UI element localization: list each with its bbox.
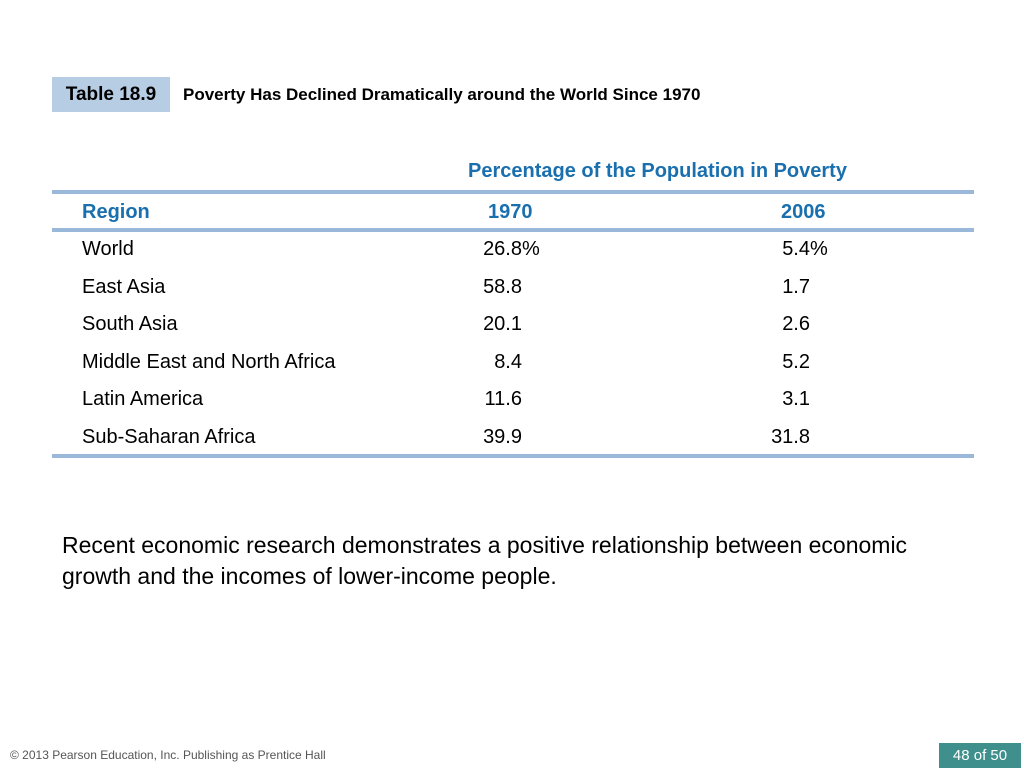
table-row: World 26.8% 5.4%: [0, 232, 1024, 270]
column-group-header: Percentage of the Population in Poverty: [468, 160, 847, 182]
table-bottom-rule: [52, 454, 974, 458]
value-2006-cell: 31.8: [771, 425, 810, 448]
table-body: World 26.8% 5.4% East Asia 58.8 1.7 Sout…: [0, 232, 1024, 457]
region-cell: Sub-Saharan Africa: [82, 425, 256, 448]
value-2006-cell: 5.4%: [782, 238, 828, 260]
column-header-region: Region: [82, 201, 150, 223]
value-1970-cell: 39.9: [483, 425, 522, 448]
table-row: Sub-Saharan Africa 39.9 31.8: [0, 420, 1024, 458]
value-1970-cell: 20.1: [483, 313, 522, 335]
value-2006-cell: 3.1: [782, 388, 810, 410]
region-cell: World: [82, 238, 134, 260]
value-2006-cell: 5.2: [782, 350, 810, 373]
table-row: East Asia 58.8 1.7: [0, 270, 1024, 308]
table-top-rule: [52, 190, 974, 194]
region-cell: South Asia: [82, 313, 178, 335]
copyright-footer: © 2013 Pearson Education, Inc. Publishin…: [10, 748, 326, 762]
value-1970-cell: 11.6: [484, 388, 522, 410]
value-1970-cell: 8.4: [494, 350, 522, 373]
column-header-1970: 1970: [488, 201, 533, 223]
table-row: Latin America 11.6 3.1: [0, 382, 1024, 420]
table-row: Middle East and North Africa 8.4 5.2: [0, 345, 1024, 383]
value-2006-cell: 2.6: [782, 313, 810, 335]
table-title: Poverty Has Declined Dramatically around…: [183, 85, 701, 104]
body-paragraph: Recent economic research demonstrates a …: [62, 532, 908, 589]
table-row: South Asia 20.1 2.6: [0, 307, 1024, 345]
region-cell: Latin America: [82, 388, 204, 410]
value-1970-cell: 58.8: [483, 275, 522, 298]
table-header-rule: [52, 228, 974, 232]
value-2006-cell: 1.7: [782, 275, 810, 298]
page-number-badge: 48 of 50: [939, 743, 1021, 768]
value-1970-cell: 26.8%: [483, 238, 540, 260]
column-header-2006: 2006: [781, 201, 826, 223]
region-cell: East Asia: [82, 275, 166, 298]
table-number-label: Table 18.9: [52, 77, 170, 112]
region-cell: Middle East and North Africa: [82, 350, 336, 373]
